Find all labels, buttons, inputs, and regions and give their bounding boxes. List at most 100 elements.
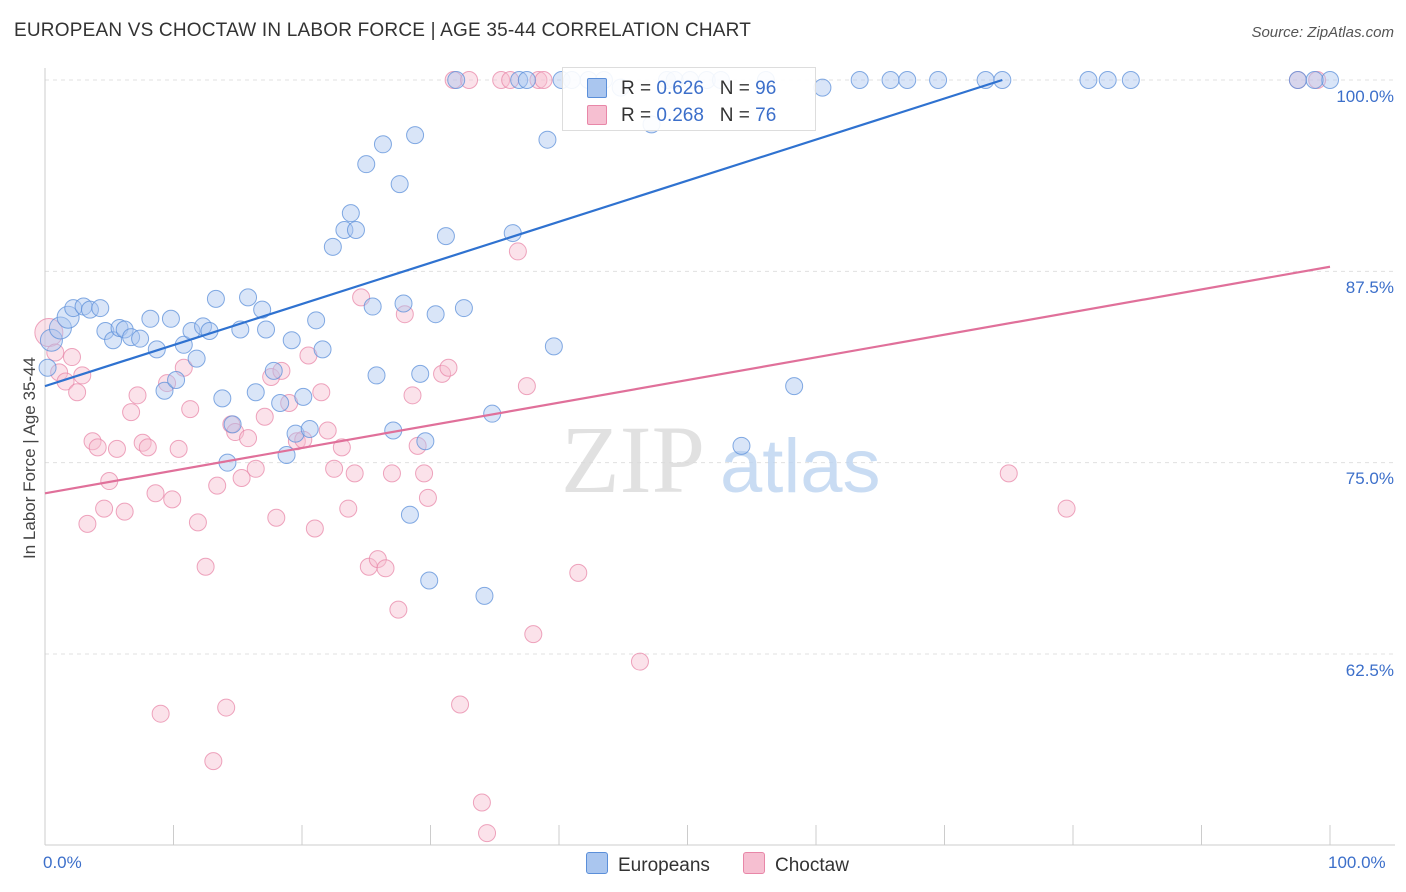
- choctaw-point: [318, 421, 337, 440]
- choctaw-point: [439, 358, 458, 377]
- european-point: [436, 227, 455, 246]
- choctaw-point: [88, 438, 107, 457]
- x-tick-label-min: 0.0%: [43, 853, 82, 872]
- choctaw-point: [534, 71, 553, 89]
- european-point: [253, 300, 272, 319]
- choctaw-point: [217, 698, 236, 717]
- european-point: [294, 387, 313, 406]
- european-point: [929, 71, 948, 89]
- european-point: [510, 71, 529, 89]
- choctaw-point: [524, 625, 543, 644]
- choctaw-point: [232, 468, 251, 487]
- legend-item-europeans[interactable]: Europeans: [586, 852, 710, 877]
- european-point: [363, 297, 382, 316]
- choctaw-point: [325, 459, 344, 478]
- choctaw-point: [188, 513, 207, 532]
- choctaw-point: [472, 793, 491, 812]
- european-point: [390, 175, 409, 194]
- legend-swatch-choctaw: [587, 105, 607, 125]
- european-point: [850, 71, 869, 89]
- choctaw-point: [208, 476, 227, 495]
- choctaw-point: [122, 403, 141, 422]
- choctaw-point: [267, 508, 286, 527]
- european-point: [239, 288, 258, 307]
- choctaw-point: [107, 439, 126, 458]
- choctaw-point: [451, 695, 470, 714]
- legend-swatch-europeans: [586, 852, 608, 874]
- choctaw-point: [181, 400, 200, 419]
- x-tick-label-max: 100.0%: [1328, 853, 1386, 872]
- european-point: [394, 294, 413, 313]
- choctaw-point: [115, 502, 134, 521]
- legend-label-choctaw: Choctaw: [775, 855, 849, 876]
- watermark-zip: ZIP: [561, 406, 705, 513]
- y-tick-label: 100.0%: [1336, 87, 1394, 106]
- european-point: [223, 415, 242, 434]
- choctaw-point: [255, 407, 274, 426]
- european-point: [1321, 71, 1339, 89]
- legend-row-europeans: R = 0.626 N = 96: [587, 76, 776, 100]
- european-point: [416, 432, 435, 451]
- legend-r-label: R =: [621, 78, 657, 99]
- y-axis-label: In Labor Force | Age 35-44: [20, 357, 39, 559]
- watermark: ZIP atlas: [561, 406, 881, 513]
- european-point: [454, 299, 473, 318]
- legend-n-label: N =: [719, 105, 756, 126]
- choctaw-point: [62, 348, 81, 367]
- trend-lines: [44, 78, 1331, 495]
- watermark-atlas: atlas: [720, 424, 881, 509]
- y-tick-label: 62.5%: [1345, 661, 1394, 680]
- legend-r-value: 0.268: [656, 105, 704, 126]
- choctaw-point: [508, 242, 527, 261]
- choctaw-point: [78, 514, 97, 533]
- choctaw-point: [403, 386, 422, 405]
- stats-legend: R = 0.626 N = 96 R = 0.268 N = 76: [562, 67, 816, 131]
- european-point: [300, 419, 319, 438]
- choctaw-point: [246, 459, 265, 478]
- european-point: [1079, 71, 1098, 89]
- choctaw-point: [382, 464, 401, 483]
- european-point: [420, 571, 439, 590]
- choctaw-point: [415, 464, 434, 483]
- european-point: [282, 331, 301, 350]
- european-point: [1121, 71, 1140, 89]
- european-point: [1288, 71, 1307, 89]
- european-point: [411, 364, 430, 383]
- european-point: [122, 328, 141, 347]
- european-point: [406, 126, 425, 145]
- european-point: [131, 329, 150, 348]
- european-point: [56, 305, 80, 329]
- european-point: [257, 320, 276, 339]
- legend-swatch-europeans: [587, 78, 607, 98]
- legend-n-value: 76: [755, 105, 777, 126]
- european-point: [881, 71, 900, 89]
- european-point: [544, 337, 563, 356]
- european-point: [475, 586, 494, 605]
- choctaw-trend-line: [44, 265, 1331, 495]
- european-point: [96, 322, 115, 341]
- european-point: [357, 155, 376, 174]
- choctaw-point: [368, 550, 387, 569]
- european-point: [517, 71, 536, 89]
- european-point: [206, 289, 225, 308]
- european-point: [155, 381, 174, 400]
- european-point: [426, 305, 445, 324]
- european-point: [341, 204, 360, 223]
- european-point: [313, 340, 332, 359]
- european-point: [346, 221, 365, 240]
- european-point: [367, 366, 386, 385]
- choctaw-point: [138, 438, 157, 457]
- european-point: [161, 309, 180, 328]
- european-point: [400, 505, 419, 524]
- grid-lines: [45, 79, 1395, 655]
- european-point: [323, 237, 342, 256]
- european-point: [813, 78, 832, 97]
- european-point: [115, 320, 134, 339]
- legend-item-choctaw[interactable]: Choctaw: [743, 852, 849, 877]
- european-point: [39, 328, 63, 352]
- choctaw-point: [389, 600, 408, 619]
- legend-row-choctaw: R = 0.268 N = 76: [587, 103, 777, 127]
- choctaw-point: [517, 377, 536, 396]
- axes: [44, 68, 1395, 846]
